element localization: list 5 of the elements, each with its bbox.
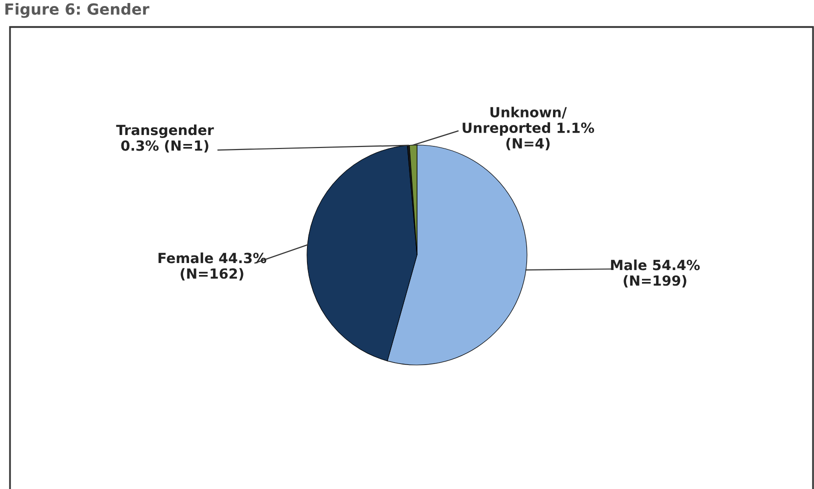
slice-label: Unknown/ Unreported 1.1% (N=4) — [462, 106, 594, 150]
slice-label: Transgender 0.3% (N=1) — [116, 124, 214, 152]
slice-label: Male 54.4% (N=199) — [611, 260, 700, 288]
chart-title: Figure 6: Gender — [5, 3, 150, 18]
slice-label: Female 44.3% (N=162) — [158, 252, 266, 280]
